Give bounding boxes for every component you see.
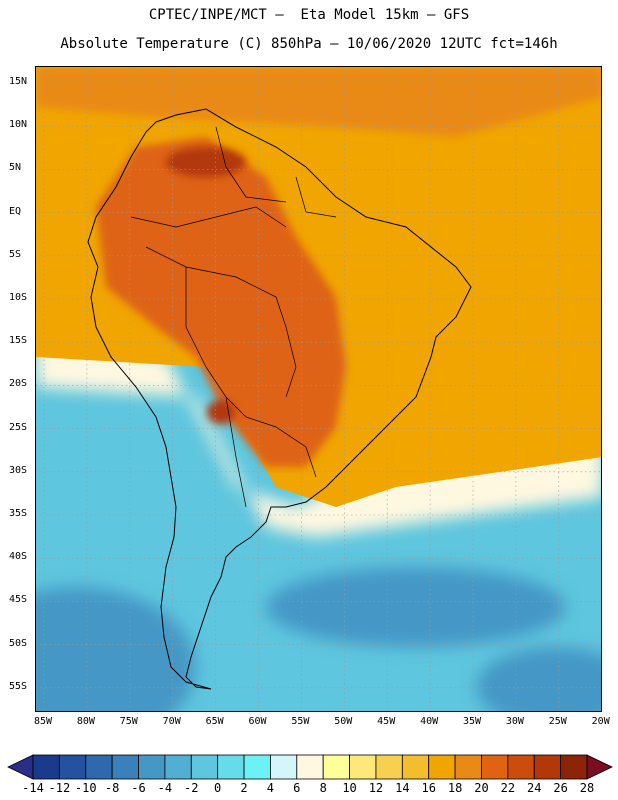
colorbar-swatch [190,754,219,780]
warm-ocean-field [36,67,601,137]
colorbar-swatch [481,754,509,780]
colorbar-swatch [454,754,482,780]
longitude-label: 80W [76,716,95,727]
longitude-label: 65W [205,716,224,727]
longitude-label: 85W [33,716,53,727]
colorbar-tick-label: 26 [553,781,568,795]
latitude-label: 20S [9,378,28,390]
colorbar-swatch [270,754,298,780]
colorbar-tick-label: 10 [342,781,357,795]
colorbar-tick-label: -12 [48,781,71,795]
longitude-label: 35W [462,716,482,727]
longitude-label: 70W [162,716,181,727]
latitude-label: 15N [9,76,28,87]
latitude-label: 55S [9,680,28,692]
colorbar-swatch [322,754,350,780]
latitude-label: EQ [9,205,22,217]
latitude-label: 45S [9,594,28,606]
colorbar-swatch [138,754,166,780]
colorbar-tick-label: 6 [293,781,301,795]
colorbar-swatch [243,754,271,780]
colorbar-tick-label: 8 [319,781,327,795]
latitude-label: 30S [9,464,28,476]
colorbar-swatch [428,754,456,780]
colorbar-swatch [58,754,87,780]
latitude-label: 25S [9,421,28,433]
latitude-label: 40S [9,551,28,563]
longitude-label: 75W [119,716,138,727]
colorbar-tick-label: -14 [22,781,44,795]
longitude-label: 55W [291,716,310,727]
colorbar-tick-label: 28 [579,781,595,795]
colorbar-tick-label: 22 [500,781,516,795]
graticule [36,67,601,711]
longitude-label: 30W [505,716,524,727]
colorbar-tick-label: 2 [240,781,248,795]
colorbar-under-arrow [7,754,34,780]
temperature-map[interactable] [35,66,602,712]
colorbar-tick-label: -4 [157,781,173,795]
longitude-label: 45W [377,716,396,727]
colorbar-tick-label: 20 [474,781,489,795]
longitude-label: 25W [548,716,567,727]
colorbar-swatch [217,754,245,780]
colorbar-swatch [85,754,113,780]
colorbar-over-arrow [586,754,613,780]
colorbar-swatch [349,754,377,780]
hot-land-field [96,137,346,467]
colorbar-swatch [296,754,324,780]
map-title: CPTEC/INPE/MCT – Eta Model 15km – GFS [148,7,470,23]
map-subtitle: Absolute Temperature (C) 850hPa – 10/06/… [60,36,558,52]
colorbar [7,754,613,780]
colorbar-swatch [375,754,403,780]
colorbar-swatch [507,754,535,780]
transition-band [36,337,601,537]
latitude-label: 15S [9,335,28,347]
colorbar-tick-label: 18 [447,781,463,795]
latitude-label: 35S [9,508,28,519]
colorbar-swatch [401,754,430,780]
colorbar-tick-label: 14 [395,781,410,795]
colorbar-tick-label: -10 [74,781,97,795]
longitude-label: 20W [591,716,610,727]
colorbar-tick-label: 16 [421,781,436,795]
south-america-coastline [87,108,472,690]
latitude-label: 10N [9,119,28,131]
latitude-label: 50S [9,637,28,649]
colorbar-swatch [111,754,139,780]
colorbar-tick-label: -2 [184,781,199,795]
colorbar-swatch [560,754,588,780]
latitude-label: 5S [9,248,22,260]
latitude-label: 10S [9,292,28,303]
colorbar-tick-label: 0 [214,781,222,795]
colorbar-swatch [533,754,562,780]
colorbar-swatch [32,754,60,780]
colorbar-tick-label: 24 [527,781,542,795]
country-borders [130,126,337,508]
longitude-label: 60W [248,716,267,727]
colorbar-tick-label: 4 [266,781,275,795]
colorbar-swatch [164,754,192,780]
map-canvas [36,67,601,711]
longitude-label: 50W [334,716,353,727]
colorbar-tick-label: 12 [368,781,384,795]
longitude-label: 40W [420,716,439,727]
colorbar-tick-label: -8 [104,781,120,795]
cold-core-field [36,567,601,711]
latitude-label: 5N [9,162,22,174]
colorbar-tick-label: -6 [131,781,146,795]
